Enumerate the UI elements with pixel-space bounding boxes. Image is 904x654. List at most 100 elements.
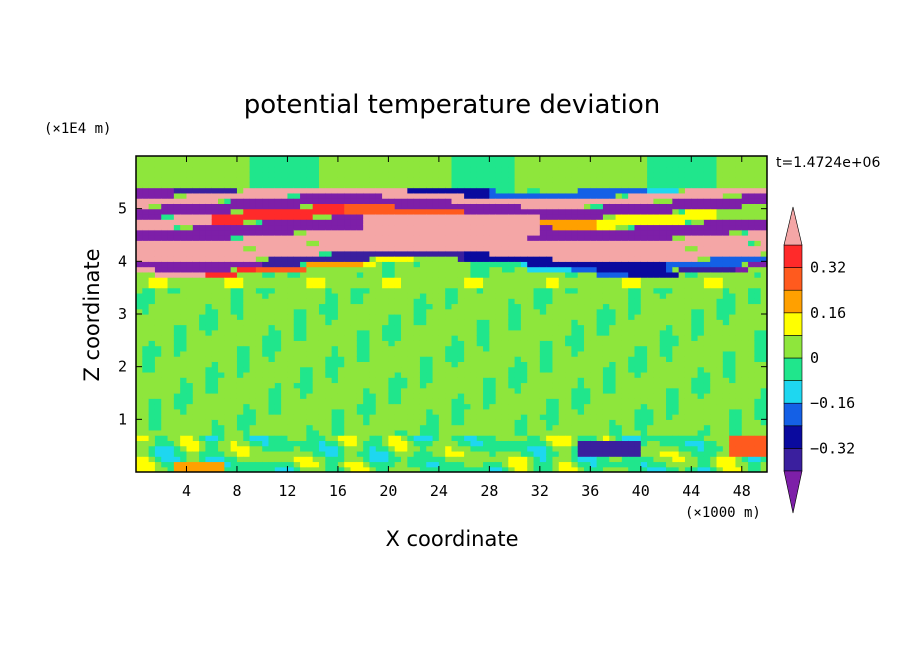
contour-cell (483, 424, 490, 431)
contour-cell (388, 245, 396, 252)
contour-cell (483, 324, 490, 331)
contour-cell (495, 429, 503, 436)
contour-cell (438, 314, 446, 320)
contour-cell (192, 208, 200, 215)
contour-cell (520, 182, 528, 189)
contour-cell (552, 198, 560, 204)
contour-cell (508, 208, 516, 215)
contour-cell (331, 245, 339, 252)
contour-cell (236, 387, 244, 394)
contour-cell (356, 177, 364, 183)
contour-cell (356, 435, 364, 441)
contour-cell (192, 371, 200, 378)
contour-cell (274, 182, 282, 189)
contour-cell (495, 419, 503, 426)
contour-cell (281, 219, 289, 226)
contour-cell (274, 229, 282, 236)
contour-cell (363, 245, 371, 252)
contour-cell (615, 303, 623, 310)
contour-cell (527, 198, 535, 204)
contour-cell (426, 393, 434, 399)
contour-cell (375, 277, 383, 283)
contour-cell (318, 266, 326, 273)
contour-cell (312, 256, 320, 262)
contour-cell (483, 261, 490, 268)
contour-cell (489, 461, 497, 468)
contour-cell (154, 445, 162, 452)
contour-cell (558, 440, 566, 447)
contour-cell (306, 161, 314, 168)
contour-cell (218, 240, 225, 247)
contour-cell (363, 187, 371, 194)
contour-cell (363, 208, 371, 215)
contour-cell (287, 314, 295, 320)
contour-cell (369, 261, 377, 268)
contour-cell (647, 292, 655, 299)
contour-cell (350, 208, 358, 215)
contour-cell (558, 224, 566, 231)
contour-cell (628, 314, 636, 320)
contour-cell (527, 203, 535, 210)
contour-cell (501, 424, 509, 431)
contour-cell (558, 187, 566, 194)
contour-cell (268, 466, 276, 472)
contour-cell (609, 461, 617, 468)
contour-cell (647, 256, 655, 262)
contour-cell (281, 166, 289, 173)
contour-cell (413, 435, 421, 441)
contour-cell (394, 240, 402, 247)
contour-cell (363, 424, 371, 431)
contour-cell (230, 319, 238, 326)
contour-cell (577, 461, 585, 468)
contour-cell (464, 382, 472, 389)
contour-cell (312, 450, 320, 457)
contour-cell (520, 371, 528, 378)
contour-cell (464, 308, 472, 315)
contour-cell (520, 440, 528, 447)
contour-cell (199, 466, 207, 472)
contour-cell (224, 271, 232, 278)
contour-cell (268, 403, 276, 410)
contour-cell (476, 203, 484, 210)
contour-cell (331, 445, 339, 452)
contour-cell (255, 366, 263, 373)
contour-cell (571, 277, 579, 283)
contour-cell (255, 308, 263, 315)
contour-cell (584, 229, 591, 236)
contour-cell (546, 356, 554, 362)
contour-cell (325, 219, 333, 226)
contour-cell (293, 182, 301, 189)
contour-cell (344, 250, 352, 257)
contour-cell (382, 266, 389, 273)
contour-cell (154, 192, 162, 199)
contour-cell (451, 319, 459, 326)
contour-cell (470, 435, 478, 441)
contour-cell (413, 250, 421, 257)
contour-cell (394, 403, 402, 410)
contour-cell (306, 266, 314, 273)
contour-cell (199, 414, 207, 420)
contour-cell (186, 335, 194, 341)
contour-cell (356, 203, 364, 210)
contour-cell (457, 314, 465, 320)
contour-cell (173, 393, 181, 399)
contour-cell (546, 382, 554, 389)
contour-cell (590, 161, 598, 168)
contour-cell (142, 403, 150, 410)
contour-cell (483, 292, 490, 299)
contour-cell (514, 271, 522, 278)
contour-cell (476, 171, 484, 178)
contour-cell (281, 424, 289, 431)
contour-cell (236, 308, 244, 315)
contour-cell (407, 156, 415, 162)
contour-cell (596, 182, 604, 189)
contour-cell (514, 266, 522, 273)
contour-cell (186, 424, 194, 431)
contour-cell (533, 182, 541, 189)
contour-cell (590, 450, 598, 457)
contour-cell (218, 414, 225, 420)
contour-cell (192, 156, 200, 162)
contour-cell (180, 245, 188, 252)
contour-cell (230, 308, 238, 315)
contour-cell (344, 319, 352, 326)
